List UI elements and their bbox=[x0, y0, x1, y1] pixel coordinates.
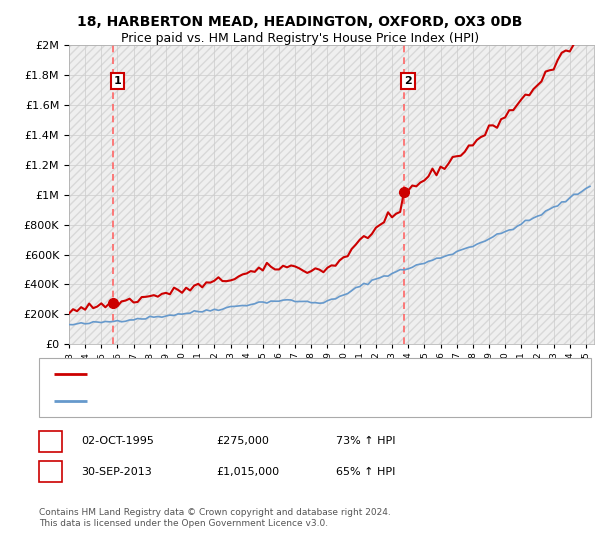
Text: 1: 1 bbox=[47, 436, 54, 446]
Text: Contains HM Land Registry data © Crown copyright and database right 2024.
This d: Contains HM Land Registry data © Crown c… bbox=[39, 508, 391, 528]
Text: 2: 2 bbox=[404, 76, 412, 86]
Text: £275,000: £275,000 bbox=[216, 436, 269, 446]
Text: 30-SEP-2013: 30-SEP-2013 bbox=[81, 466, 152, 477]
Text: 02-OCT-1995: 02-OCT-1995 bbox=[81, 436, 154, 446]
Text: 18, HARBERTON MEAD, HEADINGTON, OXFORD, OX3 0DB (detached house): 18, HARBERTON MEAD, HEADINGTON, OXFORD, … bbox=[96, 369, 489, 379]
Text: 18, HARBERTON MEAD, HEADINGTON, OXFORD, OX3 0DB: 18, HARBERTON MEAD, HEADINGTON, OXFORD, … bbox=[77, 15, 523, 29]
Text: Price paid vs. HM Land Registry's House Price Index (HPI): Price paid vs. HM Land Registry's House … bbox=[121, 32, 479, 45]
Text: 2: 2 bbox=[47, 466, 54, 477]
Text: HPI: Average price, detached house, Oxford: HPI: Average price, detached house, Oxfo… bbox=[96, 396, 324, 407]
Text: 65% ↑ HPI: 65% ↑ HPI bbox=[336, 466, 395, 477]
Text: £1,015,000: £1,015,000 bbox=[216, 466, 279, 477]
Text: 1: 1 bbox=[113, 76, 121, 86]
Text: 73% ↑ HPI: 73% ↑ HPI bbox=[336, 436, 395, 446]
